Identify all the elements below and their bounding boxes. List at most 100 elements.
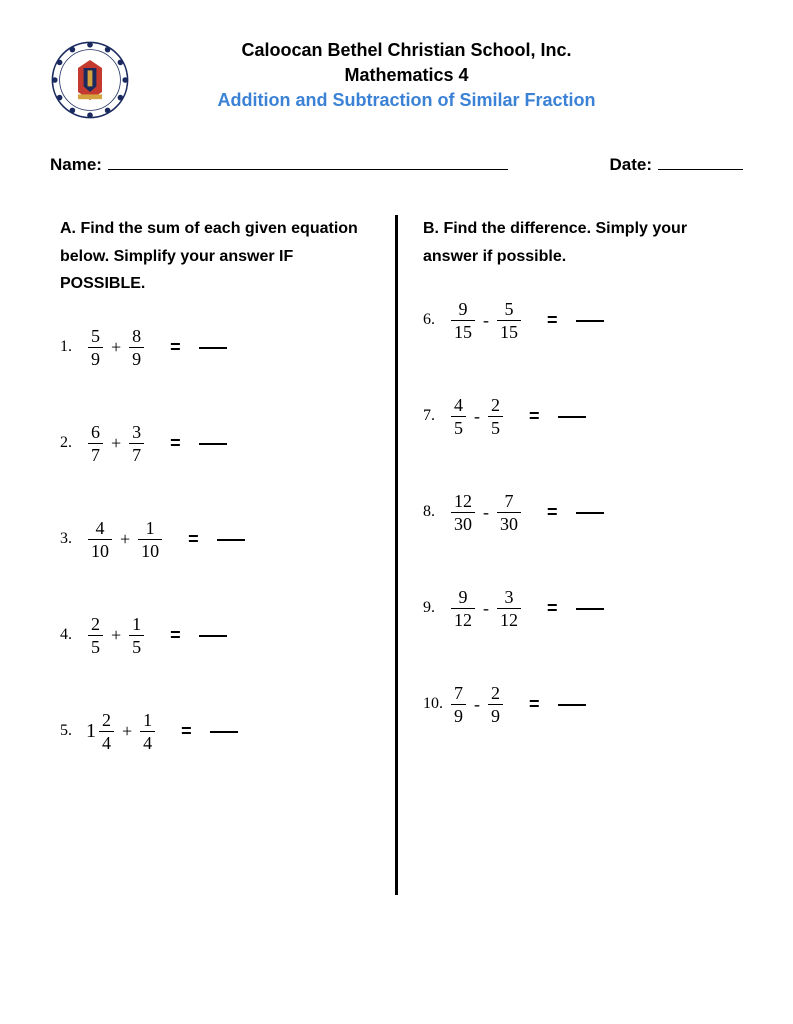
date-field: Date: bbox=[609, 150, 743, 175]
denominator: 12 bbox=[451, 608, 475, 629]
numerator: 5 bbox=[88, 327, 103, 347]
fraction: 1230 bbox=[451, 492, 475, 533]
answer-blank[interactable] bbox=[558, 416, 586, 418]
equals-sign: = bbox=[547, 502, 558, 523]
name-date-row: Name: Date: bbox=[50, 150, 743, 175]
numerator: 2 bbox=[99, 711, 114, 731]
numerator: 7 bbox=[451, 684, 466, 704]
fraction: 29 bbox=[488, 684, 503, 725]
answer-blank[interactable] bbox=[576, 320, 604, 322]
answer-blank[interactable] bbox=[576, 512, 604, 514]
denominator: 7 bbox=[129, 443, 144, 464]
answer-blank[interactable] bbox=[558, 704, 586, 706]
header: Caloocan Bethel Christian School, Inc. M… bbox=[50, 40, 743, 120]
problem-row: 10.79-29= bbox=[423, 684, 733, 725]
problem-number: 3. bbox=[60, 530, 86, 548]
denominator: 15 bbox=[497, 320, 521, 341]
section-b: B. Find the difference. Simply your answ… bbox=[398, 215, 743, 895]
name-input-line[interactable] bbox=[108, 150, 508, 170]
numerator: 1 bbox=[129, 615, 144, 635]
expression: 67 +37 bbox=[86, 423, 146, 464]
school-logo-icon bbox=[50, 40, 130, 120]
denominator: 4 bbox=[99, 731, 114, 752]
equals-sign: = bbox=[547, 598, 558, 619]
expression: 124+14 bbox=[86, 711, 157, 752]
numerator: 2 bbox=[488, 396, 503, 416]
numerator: 8 bbox=[129, 327, 144, 347]
problem-number: 5. bbox=[60, 722, 86, 740]
equals-sign: = bbox=[547, 310, 558, 331]
numerator: 1 bbox=[140, 711, 155, 731]
denominator: 9 bbox=[88, 347, 103, 368]
date-label: Date: bbox=[609, 155, 652, 175]
denominator: 30 bbox=[497, 512, 521, 533]
expression: 79-29 bbox=[449, 684, 505, 725]
problem-row: 8.1230-730= bbox=[423, 492, 733, 533]
numerator: 4 bbox=[451, 396, 466, 416]
fraction: 730 bbox=[497, 492, 521, 533]
expression: 45-25 bbox=[449, 396, 505, 437]
worksheet-body: A. Find the sum of each given equation b… bbox=[50, 215, 743, 895]
problem-number: 2. bbox=[60, 434, 86, 452]
problem-number: 9. bbox=[423, 599, 449, 617]
answer-blank[interactable] bbox=[199, 443, 227, 445]
equals-sign: = bbox=[529, 694, 540, 715]
fraction: 45 bbox=[451, 396, 466, 437]
name-label: Name: bbox=[50, 155, 102, 175]
fraction: 912 bbox=[451, 588, 475, 629]
fraction: 67 bbox=[88, 423, 103, 464]
fraction: 25 bbox=[88, 615, 103, 656]
problem-row: 2.67+37= bbox=[60, 423, 370, 464]
fraction: 110 bbox=[138, 519, 162, 560]
answer-blank[interactable] bbox=[199, 635, 227, 637]
numerator: 4 bbox=[93, 519, 108, 539]
fraction: 515 bbox=[497, 300, 521, 341]
answer-blank[interactable] bbox=[217, 539, 245, 541]
operator: + bbox=[120, 529, 130, 550]
numerator: 3 bbox=[129, 423, 144, 443]
problem-number: 10. bbox=[423, 695, 449, 713]
expression: 59+89 bbox=[86, 327, 146, 368]
operator: - bbox=[483, 310, 489, 331]
answer-blank[interactable] bbox=[199, 347, 227, 349]
fraction: 59 bbox=[88, 327, 103, 368]
operator: - bbox=[474, 694, 480, 715]
fraction: 312 bbox=[497, 588, 521, 629]
title-block: Caloocan Bethel Christian School, Inc. M… bbox=[150, 40, 743, 111]
answer-blank[interactable] bbox=[210, 731, 238, 733]
operator: - bbox=[483, 502, 489, 523]
problem-row: 4.25+15= bbox=[60, 615, 370, 656]
denominator: 5 bbox=[129, 635, 144, 656]
denominator: 9 bbox=[488, 704, 503, 725]
numerator: 12 bbox=[451, 492, 475, 512]
numerator: 2 bbox=[88, 615, 103, 635]
problem-row: 6.915-515= bbox=[423, 300, 733, 341]
equals-sign: = bbox=[529, 406, 540, 427]
mixed-whole: 1 bbox=[86, 720, 96, 743]
operator: + bbox=[111, 433, 121, 454]
numerator: 1 bbox=[143, 519, 158, 539]
equals-sign: = bbox=[170, 625, 181, 646]
section-b-heading: B. Find the difference. Simply your answ… bbox=[423, 215, 733, 269]
problem-number: 6. bbox=[423, 311, 449, 329]
problem-number: 7. bbox=[423, 407, 449, 425]
name-field: Name: bbox=[50, 150, 508, 175]
operator: - bbox=[483, 598, 489, 619]
denominator: 10 bbox=[138, 539, 162, 560]
fraction: 37 bbox=[129, 423, 144, 464]
expression: 1230-730 bbox=[449, 492, 523, 533]
problem-number: 4. bbox=[60, 626, 86, 644]
denominator: 9 bbox=[129, 347, 144, 368]
problem-row: 3.410+110= bbox=[60, 519, 370, 560]
date-input-line[interactable] bbox=[658, 150, 743, 170]
fraction: 25 bbox=[488, 396, 503, 437]
problem-row: 7.45-25 = bbox=[423, 396, 733, 437]
school-name: Caloocan Bethel Christian School, Inc. bbox=[150, 40, 663, 61]
equals-sign: = bbox=[188, 529, 199, 550]
equals-sign: = bbox=[181, 721, 192, 742]
fraction: 79 bbox=[451, 684, 466, 725]
numerator: 3 bbox=[502, 588, 517, 608]
problem-row: 9.912-312= bbox=[423, 588, 733, 629]
fraction: 410 bbox=[88, 519, 112, 560]
answer-blank[interactable] bbox=[576, 608, 604, 610]
